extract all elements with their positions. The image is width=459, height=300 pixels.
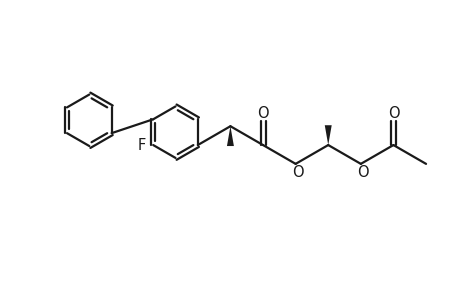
Polygon shape xyxy=(226,126,233,146)
Text: O: O xyxy=(291,165,303,180)
Text: F: F xyxy=(137,137,145,152)
Polygon shape xyxy=(324,125,331,145)
Text: O: O xyxy=(387,106,398,121)
Text: O: O xyxy=(257,106,268,121)
Text: O: O xyxy=(356,165,368,180)
